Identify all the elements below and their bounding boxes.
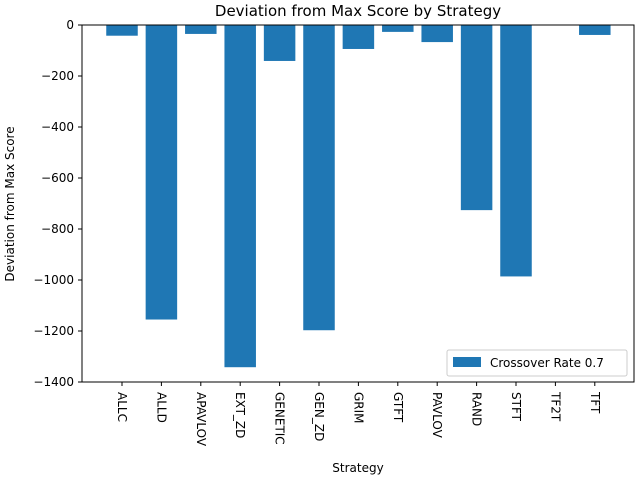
x-tick-label: GENETIC — [273, 392, 287, 445]
x-tick-label: STFT — [509, 392, 523, 422]
bar-gen_zd — [303, 25, 335, 331]
chart-title: Deviation from Max Score by Strategy — [215, 2, 501, 20]
x-axis-label: Strategy — [332, 461, 383, 475]
bar-tft — [579, 25, 611, 35]
bar-ext_zd — [224, 25, 256, 368]
legend-swatch — [453, 357, 481, 367]
y-tick-label: −400 — [41, 120, 74, 134]
legend: Crossover Rate 0.7 — [446, 349, 628, 377]
x-tick-label: ALLD — [154, 392, 168, 423]
legend-label: Crossover Rate 0.7 — [490, 356, 604, 370]
y-axis-label: Deviation from Max Score — [3, 126, 17, 281]
legend-frame — [446, 349, 628, 377]
bar-stft — [500, 25, 532, 277]
y-tick-label: −800 — [41, 222, 74, 236]
x-tick-label: PAVLOV — [430, 392, 444, 439]
bar-apavlov — [185, 25, 217, 34]
y-tick-label: −1200 — [33, 324, 74, 338]
bar-alld — [145, 25, 178, 320]
bar-gtft — [382, 25, 414, 32]
y-tick-label: −1000 — [33, 273, 74, 287]
x-tick-label: GEN_ZD — [312, 392, 326, 441]
x-tick-label: GTFT — [391, 392, 405, 423]
bar-genetic — [263, 25, 296, 61]
x-tick-label: TFT — [588, 391, 602, 414]
bar-pavlov — [421, 25, 453, 43]
bar-allc — [106, 25, 138, 36]
x-tick-label: GRIM — [351, 392, 365, 424]
x-tick-label: APAVLOV — [194, 392, 208, 447]
x-tick-label: RAND — [470, 392, 484, 426]
x-tick-label: ALLC — [115, 392, 129, 422]
y-tick-label: 0 — [66, 18, 74, 32]
plot-frame — [81, 24, 635, 383]
bar-grim — [342, 25, 375, 49]
y-tick-label: −1400 — [33, 375, 74, 389]
bar-rand — [460, 25, 493, 211]
x-tick-label: EXT_ZD — [233, 392, 247, 438]
y-tick-label: −200 — [41, 69, 74, 83]
x-tick-label: TF2T — [548, 391, 562, 422]
y-tick-label: −600 — [41, 171, 74, 185]
